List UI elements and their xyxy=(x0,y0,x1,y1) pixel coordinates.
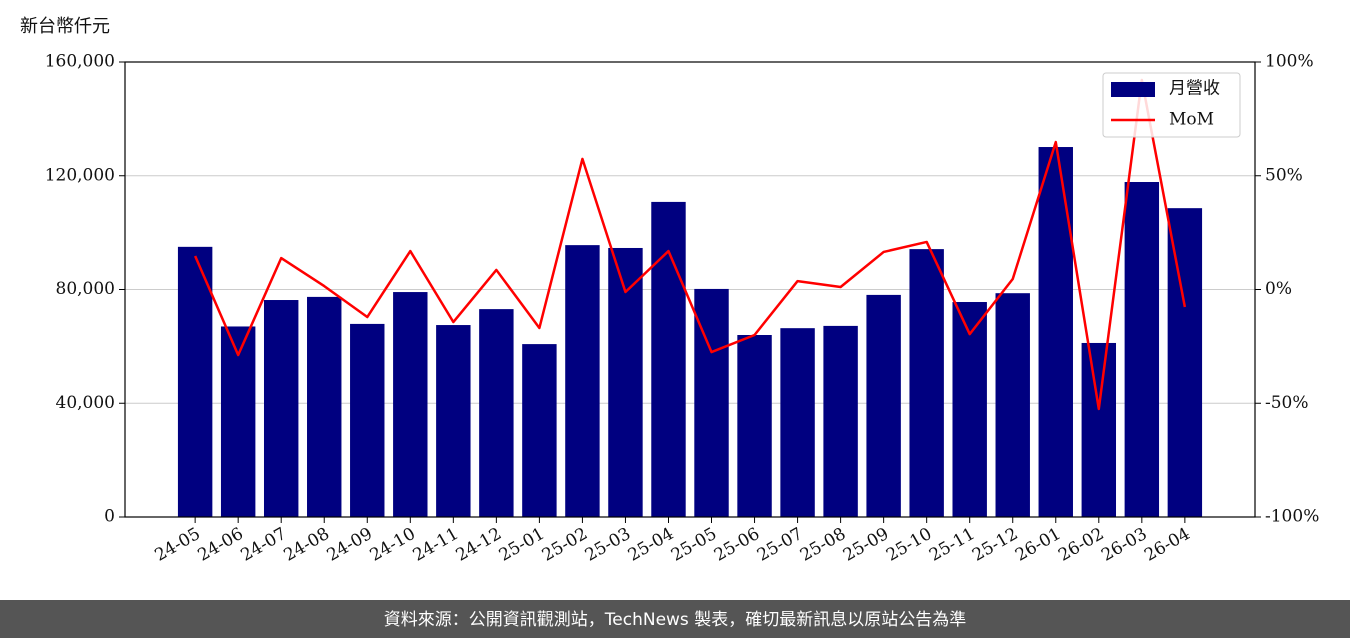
bar xyxy=(995,293,1030,517)
bar xyxy=(350,323,385,517)
bar xyxy=(565,245,600,517)
y2-tick-label: 100% xyxy=(1265,52,1314,72)
y-tick-label: 0 xyxy=(104,507,115,527)
y-tick-label: 160,000 xyxy=(45,52,115,72)
legend-swatch xyxy=(1111,82,1155,97)
bar xyxy=(1038,147,1073,517)
bar xyxy=(823,325,858,517)
y2-tick-label: 0% xyxy=(1265,279,1292,299)
y-tick-label: 120,000 xyxy=(45,165,115,185)
bar xyxy=(737,335,772,517)
bar xyxy=(436,325,471,517)
bar xyxy=(952,302,987,517)
line xyxy=(193,78,1187,411)
footer-bar xyxy=(0,600,1350,638)
y-tick-label: 80,000 xyxy=(56,279,115,299)
legend-label: 月營收 xyxy=(1169,79,1220,99)
bar xyxy=(522,344,557,517)
y2-tick-label: 50% xyxy=(1265,165,1303,185)
y2-tick-label: -50% xyxy=(1265,393,1309,413)
bar xyxy=(1167,208,1203,517)
bar xyxy=(220,326,256,517)
bar xyxy=(780,328,815,517)
y2-tick-label: -100% xyxy=(1265,507,1319,527)
bar xyxy=(1081,342,1117,517)
footer-text: 資料來源：公開資訊觀測站，TechNews 製表，確切最新訊息以原站公告為準 xyxy=(384,610,966,630)
y-tick-label: 40,000 xyxy=(56,393,115,413)
plot-frame xyxy=(124,61,1256,518)
bar xyxy=(479,309,514,517)
bar xyxy=(307,296,342,517)
bar xyxy=(1124,182,1160,517)
bar xyxy=(651,201,686,517)
legend-label: MoM xyxy=(1169,110,1214,130)
bar xyxy=(393,292,428,517)
legend: 月營收 MoM xyxy=(1102,72,1241,138)
bar xyxy=(263,300,299,517)
y-axis-label: 新台幣仟元 xyxy=(20,16,110,37)
bar xyxy=(909,249,944,517)
bar xyxy=(866,294,901,517)
bar xyxy=(177,246,213,517)
